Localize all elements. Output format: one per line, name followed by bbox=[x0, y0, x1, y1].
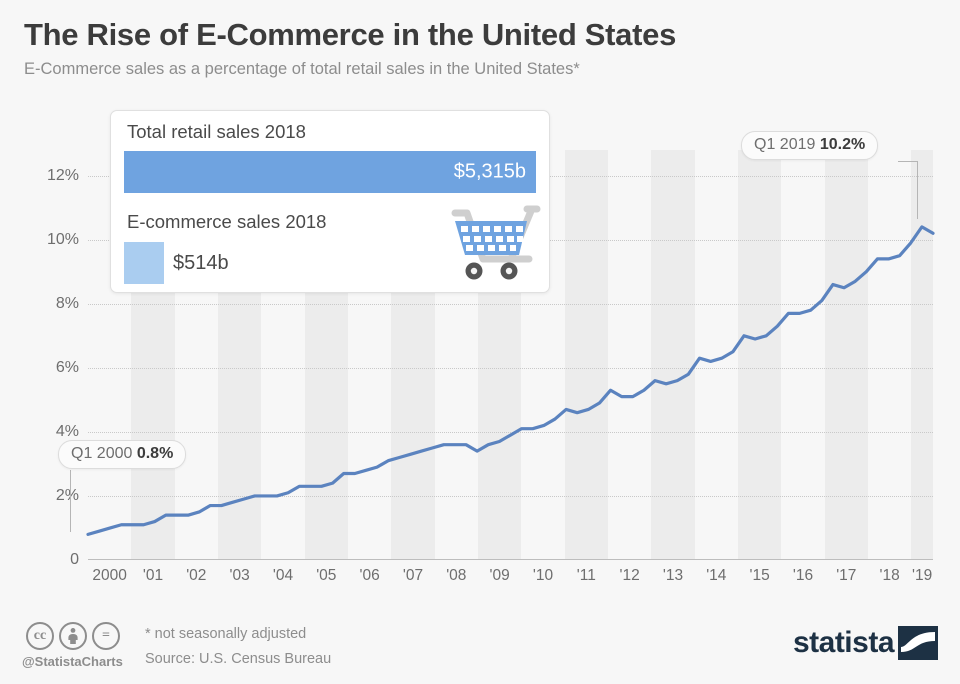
ecommerce-share-line-series bbox=[86, 225, 935, 536]
x-axis-tick-label: '15 bbox=[749, 567, 770, 584]
x-axis-tick-label: '08 bbox=[446, 567, 467, 584]
x-axis-tick-label: '17 bbox=[836, 567, 857, 584]
annotation-end-stem-top bbox=[898, 161, 918, 162]
series-line-path bbox=[86, 225, 935, 536]
gridline bbox=[88, 367, 933, 369]
footer: cc = @StatistaCharts * not seasonally ad… bbox=[0, 608, 960, 684]
year-band bbox=[824, 150, 868, 560]
statista-wordmark: statista bbox=[792, 626, 895, 659]
total-retail-sales-value: $5,315b bbox=[453, 160, 526, 183]
annotation-q1-2000-prefix: Q1 2000 bbox=[71, 445, 137, 462]
chart-subtitle: E-Commerce sales as a percentage of tota… bbox=[24, 60, 580, 79]
gridline bbox=[88, 495, 933, 497]
ecommerce-sales-bar bbox=[124, 242, 164, 284]
statista-logo: statista bbox=[793, 626, 938, 660]
creative-commons-icon: cc bbox=[26, 622, 54, 650]
x-axis-tick-label: '01 bbox=[142, 567, 164, 584]
y-axis-tick-label: 12% bbox=[46, 166, 79, 184]
statista-logo-mark bbox=[898, 626, 938, 660]
statista-charts-handle: @StatistaCharts bbox=[22, 654, 123, 669]
annotation-end-stem bbox=[917, 161, 918, 219]
annotation-q1-2019: Q1 2019 10.2% bbox=[741, 131, 879, 160]
attribution-person-icon bbox=[59, 622, 87, 650]
total-retail-sales-bar: $5,315b bbox=[124, 151, 536, 193]
x-axis-tick-label: '18 bbox=[879, 567, 900, 584]
header: The Rise of E-Commerce in the United Sta… bbox=[24, 17, 934, 80]
x-axis-tick-label: '16 bbox=[792, 567, 814, 584]
x-axis-tick-label: '05 bbox=[316, 567, 337, 584]
year-band bbox=[651, 150, 695, 560]
annotation-start-stem bbox=[70, 470, 71, 532]
y-axis-tick-label: 4% bbox=[55, 422, 79, 440]
gridline bbox=[88, 303, 933, 305]
x-axis-tick-label: '10 bbox=[532, 567, 554, 584]
sales-comparison-callout-card: Total retail sales 2018 $5,315b E-commer… bbox=[110, 110, 550, 293]
no-derivatives-equals-icon: = bbox=[92, 622, 120, 650]
total-retail-sales-label: Total retail sales 2018 bbox=[127, 121, 306, 142]
x-axis-baseline bbox=[88, 559, 933, 560]
footnote-text: * not seasonally adjusted bbox=[145, 626, 307, 642]
x-axis-tick-label: '11 bbox=[576, 567, 596, 584]
x-axis-tick-label: '12 bbox=[619, 567, 640, 584]
annotation-q1-2019-prefix: Q1 2019 bbox=[754, 136, 820, 153]
person-glyph bbox=[68, 628, 78, 644]
x-axis-tick-label: '19 bbox=[912, 567, 933, 584]
gridline bbox=[88, 431, 933, 433]
y-axis-tick-label: 6% bbox=[55, 358, 79, 376]
annotation-q1-2000: Q1 2000 0.8% bbox=[58, 440, 187, 469]
x-axis-tick-label: '02 bbox=[186, 567, 207, 584]
x-axis-tick-label: 2000 bbox=[92, 567, 127, 584]
annotation-q1-2019-value: 10.2% bbox=[819, 136, 866, 153]
page-title: The Rise of E-Commerce in the United Sta… bbox=[24, 17, 677, 52]
creative-commons-icons: cc = bbox=[26, 622, 120, 650]
x-axis-tick-label: '14 bbox=[706, 567, 727, 584]
x-axis-tick-label: '13 bbox=[662, 567, 684, 584]
x-axis-tick-label: '03 bbox=[229, 567, 250, 584]
x-axis-tick-label: '07 bbox=[402, 567, 424, 584]
ecommerce-sales-label: E-commerce sales 2018 bbox=[127, 211, 327, 232]
shopping-cart-icon bbox=[451, 205, 541, 280]
source-text: Source: U.S. Census Bureau bbox=[145, 651, 332, 667]
year-band bbox=[564, 150, 608, 560]
x-axis-tick-label: '06 bbox=[359, 567, 380, 584]
y-axis-tick-label: 8% bbox=[55, 294, 79, 312]
y-axis-tick-label: 10% bbox=[46, 230, 79, 248]
ecommerce-sales-value: $514b bbox=[173, 251, 229, 274]
year-band bbox=[911, 150, 933, 560]
x-axis-tick-label: '09 bbox=[489, 567, 510, 584]
y-axis-tick-label: 0 bbox=[70, 551, 79, 568]
annotation-q1-2000-value: 0.8% bbox=[136, 445, 174, 462]
x-axis-tick-label: '04 bbox=[272, 567, 294, 584]
y-axis-tick-label: 2% bbox=[55, 486, 79, 504]
year-band bbox=[738, 150, 782, 560]
